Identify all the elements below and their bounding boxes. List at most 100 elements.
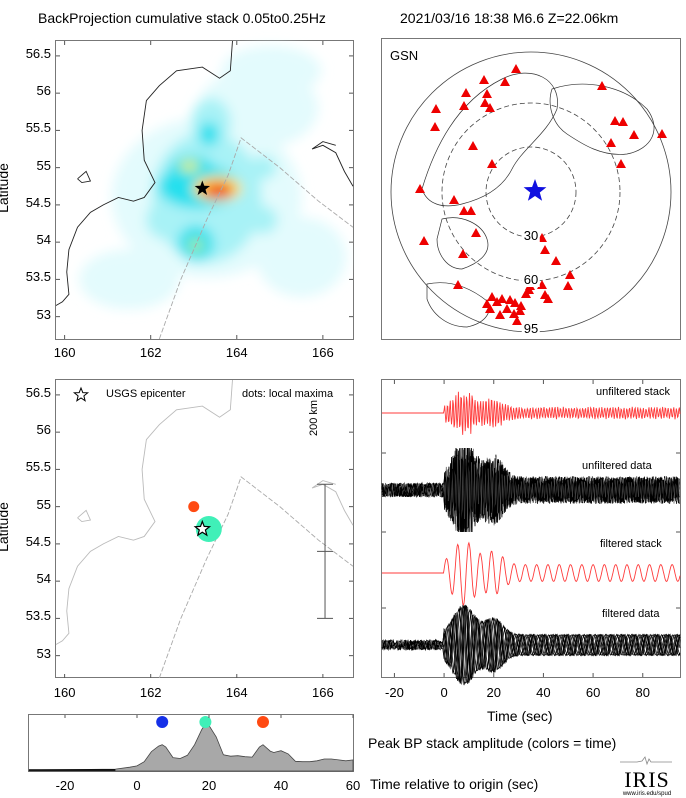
station-triangle-icon <box>505 295 515 304</box>
x-tick-label: 162 <box>139 345 162 360</box>
x-tick-label: 60 <box>585 685 601 700</box>
island-coastline <box>311 141 354 187</box>
time-marker-dot <box>199 716 212 728</box>
bp-heatmap-frame <box>55 40 354 340</box>
legend-epicenter-label: USGS epicenter <box>106 388 186 400</box>
station-triangle-icon <box>618 117 628 126</box>
station-triangle-icon <box>565 270 575 279</box>
data-trace-line <box>381 606 681 685</box>
station-triangle-icon <box>500 77 510 86</box>
trace-label: filtered data <box>602 608 660 620</box>
plot-title: BackProjection cumulative stack 0.05to0.… <box>38 10 326 26</box>
stack-trace-line <box>382 541 681 607</box>
station-triangle-icon <box>510 298 520 307</box>
iris-logo-url: www.iris.edu/spud <box>622 791 672 797</box>
plate-boundary <box>158 476 354 679</box>
continent-outline <box>549 83 655 155</box>
station-triangle-icon <box>431 104 441 113</box>
coastline <box>55 379 233 645</box>
local-maximum-dot <box>188 501 200 513</box>
station-triangle-icon <box>415 184 425 193</box>
epicenter-star-icon <box>193 519 212 537</box>
iris-logo[interactable]: IRIS www.iris.edu/spud <box>612 752 682 797</box>
x-tick-label: 0 <box>133 778 141 793</box>
continent-outline <box>421 72 558 207</box>
network-label: GSN <box>390 48 419 63</box>
x-tick-label: 166 <box>312 685 334 700</box>
station-triangle-icon <box>485 103 495 112</box>
data-trace-line <box>381 447 680 532</box>
y-tick-label: 56 <box>36 83 51 99</box>
station-triangle-icon <box>616 159 626 168</box>
x-tick-label: 20 <box>486 685 501 700</box>
trace-label: unfiltered data <box>582 460 652 472</box>
coastline <box>55 40 233 306</box>
distance-ring-label: 60 <box>521 272 541 287</box>
station-triangle-icon <box>511 64 521 73</box>
station-triangle-icon <box>515 306 525 315</box>
continent-outline <box>426 282 490 328</box>
heatmap-cell <box>221 45 322 96</box>
station-triangle-icon <box>606 138 616 147</box>
heatmap-cell <box>247 205 278 234</box>
heatmap-y-label: Latitude <box>0 163 11 213</box>
station-triangle-icon <box>657 129 667 138</box>
y-tick-label: 54.5 <box>25 533 51 549</box>
x-tick-label: -20 <box>55 778 75 793</box>
station-triangle-icon <box>487 159 497 168</box>
station-triangle-icon <box>458 249 468 258</box>
heatmap-cell <box>256 217 347 298</box>
station-triangle-icon <box>492 297 502 306</box>
x-tick-label: 164 <box>225 685 248 700</box>
station-map-frame: GSN 30 60 95 <box>381 38 681 340</box>
station-triangle-icon <box>459 206 469 215</box>
data-trace-line <box>381 447 680 533</box>
peak-amplitude-svg <box>28 715 354 772</box>
heatmap-cell <box>179 160 200 173</box>
x-tick-label: 166 <box>312 345 334 360</box>
station-triangle-icon <box>502 304 512 313</box>
event-info: 2021/03/16 18:38 M6.6 Z=22.06km <box>400 10 619 26</box>
y-tick-label: 53.5 <box>25 608 51 624</box>
heatmap-cell <box>79 249 180 310</box>
station-triangle-icon <box>543 294 553 303</box>
station-triangle-icon <box>497 294 507 303</box>
island-coastline <box>311 480 354 526</box>
island-coastline <box>77 170 92 184</box>
peak-amplitude-x-label: Time relative to origin (sec) <box>370 776 539 792</box>
station-triangle-icon <box>485 304 495 313</box>
heatmap-cell <box>145 199 190 240</box>
y-tick-label: 56.5 <box>25 45 51 61</box>
continent-outline <box>436 217 489 270</box>
epicenter-star-icon <box>523 179 547 201</box>
plate-boundary <box>158 137 354 340</box>
station-triangle-icon <box>480 98 490 107</box>
local-maxima-y-label: Latitude <box>0 502 11 552</box>
y-tick-label: 53 <box>36 645 51 661</box>
local-maxima-frame: USGS epicenter dots: local maxima 200 km <box>55 379 354 679</box>
island-coastline <box>77 509 92 523</box>
y-tick-label: 53 <box>36 306 51 322</box>
x-tick-label: 160 <box>53 685 76 700</box>
x-tick-label: 40 <box>536 685 551 700</box>
y-tick-label: 56 <box>36 422 51 438</box>
heatmap-field <box>79 45 347 310</box>
station-triangle-icon <box>563 281 573 290</box>
station-triangle-icon <box>610 116 620 125</box>
station-triangle-icon <box>449 195 459 204</box>
peak-amplitude-frame <box>28 714 354 772</box>
station-triangle-icon <box>512 316 522 325</box>
x-tick-label: 60 <box>345 778 361 793</box>
heatmap-peak <box>207 185 232 198</box>
y-tick-label: 55.5 <box>25 459 51 475</box>
distance-ring-label: 30 <box>521 228 541 243</box>
x-tick-label: -20 <box>385 685 404 700</box>
x-tick-label: 164 <box>225 345 248 360</box>
station-triangle-icon <box>468 141 478 150</box>
trace-label: unfiltered stack <box>596 386 670 398</box>
station-triangle-icon <box>479 75 489 84</box>
y-tick-label: 55.5 <box>25 120 51 136</box>
distance-ring <box>485 146 577 238</box>
station-triangle-icon <box>453 280 463 289</box>
y-tick-label: 54 <box>36 232 51 248</box>
